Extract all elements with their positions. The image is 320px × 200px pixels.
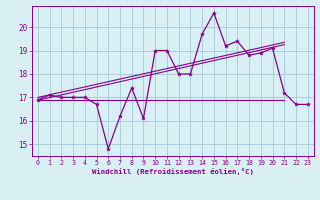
X-axis label: Windchill (Refroidissement éolien,°C): Windchill (Refroidissement éolien,°C) [92, 168, 254, 175]
